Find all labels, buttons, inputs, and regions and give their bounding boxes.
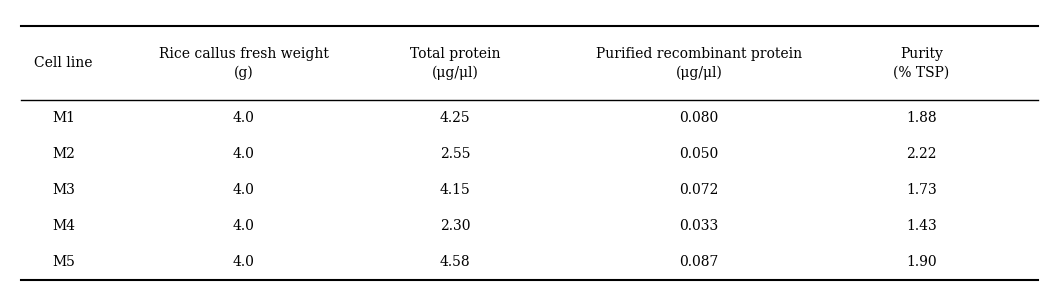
Text: 0.033: 0.033 [679,219,719,233]
Text: 2.30: 2.30 [441,219,470,233]
Text: Total protein
(μg/μl): Total protein (μg/μl) [410,47,501,79]
Text: 0.050: 0.050 [679,147,719,161]
Text: Purified recombinant protein
(μg/μl): Purified recombinant protein (μg/μl) [596,47,802,79]
Text: 4.0: 4.0 [233,255,254,269]
Text: 1.73: 1.73 [905,183,937,197]
Text: 0.080: 0.080 [679,111,719,125]
Text: M1: M1 [52,111,75,125]
Text: 1.90: 1.90 [907,255,936,269]
Text: 0.072: 0.072 [679,183,719,197]
Text: M5: M5 [52,255,75,269]
Text: 4.0: 4.0 [233,111,254,125]
Text: M4: M4 [52,219,75,233]
Text: 4.0: 4.0 [233,183,254,197]
Text: 1.88: 1.88 [907,111,936,125]
Text: M2: M2 [52,147,75,161]
Text: Rice callus fresh weight
(g): Rice callus fresh weight (g) [159,47,328,79]
Text: 1.43: 1.43 [905,219,937,233]
Text: 4.58: 4.58 [441,255,470,269]
Text: Cell line: Cell line [34,56,93,70]
Text: 2.22: 2.22 [907,147,936,161]
Text: 2.55: 2.55 [441,147,470,161]
Text: 4.15: 4.15 [439,183,471,197]
Text: M3: M3 [52,183,75,197]
Text: 4.25: 4.25 [441,111,470,125]
Text: 4.0: 4.0 [233,147,254,161]
Text: 0.087: 0.087 [679,255,719,269]
Text: 4.0: 4.0 [233,219,254,233]
Text: Purity
(% TSP): Purity (% TSP) [893,47,950,79]
